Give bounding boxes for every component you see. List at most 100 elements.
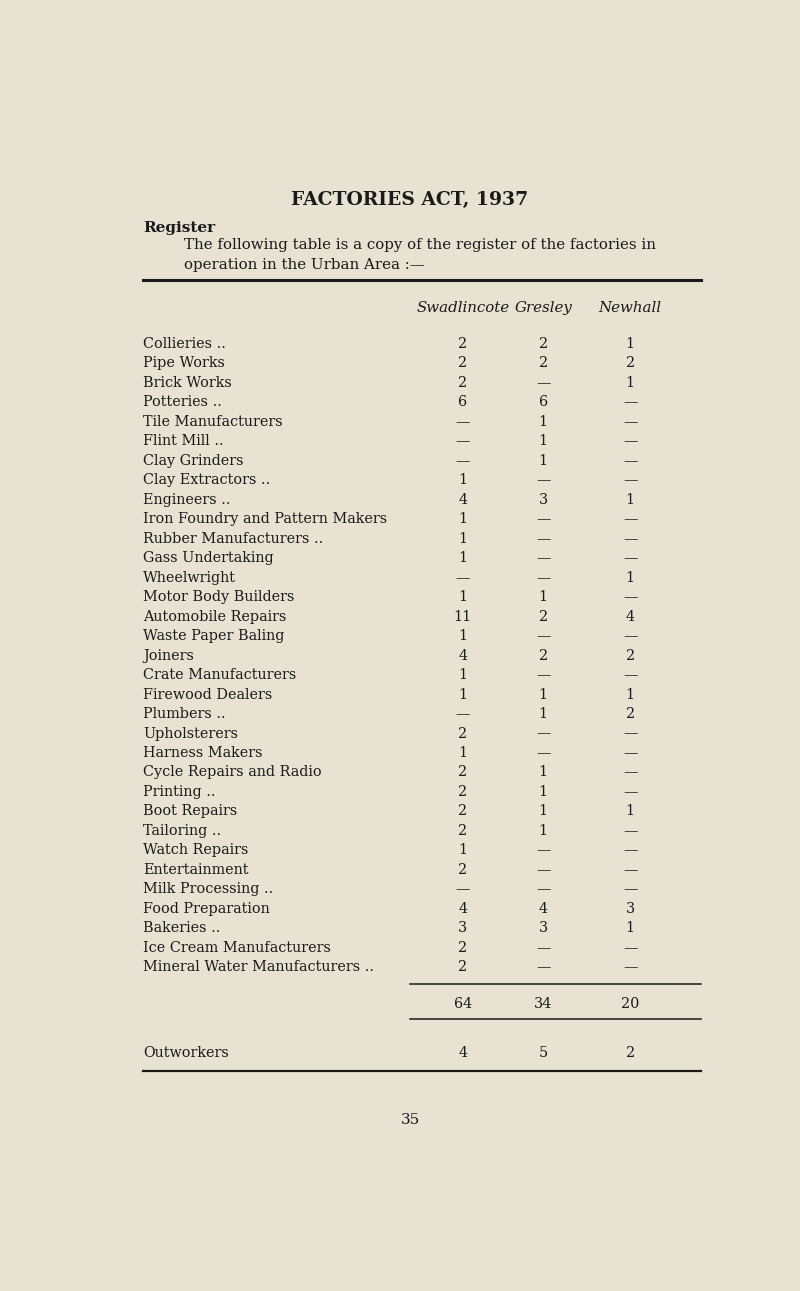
Text: 11: 11 <box>454 609 472 624</box>
Text: Clay Extractors ..: Clay Extractors .. <box>143 474 270 487</box>
Text: 1: 1 <box>458 843 467 857</box>
Text: 4: 4 <box>538 902 548 915</box>
Text: Plumbers ..: Plumbers .. <box>143 707 226 722</box>
Text: Collieries ..: Collieries .. <box>143 337 226 351</box>
Text: —: — <box>536 474 550 487</box>
Text: 1: 1 <box>626 493 634 506</box>
Text: Motor Body Builders: Motor Body Builders <box>143 590 294 604</box>
Text: —: — <box>455 882 470 896</box>
Text: 2: 2 <box>458 804 467 818</box>
Text: Tailoring ..: Tailoring .. <box>143 824 222 838</box>
Text: Cycle Repairs and Radio: Cycle Repairs and Radio <box>143 766 322 780</box>
Text: Register: Register <box>143 221 215 235</box>
Text: 1: 1 <box>626 337 634 351</box>
Text: 1: 1 <box>626 571 634 585</box>
Text: —: — <box>536 862 550 877</box>
Text: —: — <box>536 513 550 527</box>
Text: Engineers ..: Engineers .. <box>143 493 231 506</box>
Text: Entertainment: Entertainment <box>143 862 249 877</box>
Text: —: — <box>536 843 550 857</box>
Text: Upholsterers: Upholsterers <box>143 727 238 741</box>
Text: —: — <box>536 727 550 741</box>
Text: —: — <box>623 824 638 838</box>
Text: Clay Grinders: Clay Grinders <box>143 453 244 467</box>
Text: Harness Makers: Harness Makers <box>143 746 263 760</box>
Text: 1: 1 <box>538 766 548 780</box>
Text: 2: 2 <box>538 609 548 624</box>
Text: 2: 2 <box>458 941 467 955</box>
Text: 1: 1 <box>458 688 467 701</box>
Text: —: — <box>536 961 550 975</box>
Text: 1: 1 <box>538 590 548 604</box>
Text: Wheelwright: Wheelwright <box>143 571 237 585</box>
Text: 2: 2 <box>538 356 548 371</box>
Text: Swadlincote: Swadlincote <box>416 301 510 315</box>
Text: Automobile Repairs: Automobile Repairs <box>143 609 286 624</box>
Text: —: — <box>623 474 638 487</box>
Text: —: — <box>623 590 638 604</box>
Text: —: — <box>455 414 470 429</box>
Text: —: — <box>623 882 638 896</box>
Text: Joiners: Joiners <box>143 648 194 662</box>
Text: Ice Cream Manufacturers: Ice Cream Manufacturers <box>143 941 331 955</box>
Text: 1: 1 <box>538 785 548 799</box>
Text: —: — <box>536 941 550 955</box>
Text: 1: 1 <box>458 513 467 527</box>
Text: —: — <box>623 667 638 682</box>
Text: 1: 1 <box>538 434 548 448</box>
Text: —: — <box>455 434 470 448</box>
Text: 1: 1 <box>538 824 548 838</box>
Text: 2: 2 <box>458 356 467 371</box>
Text: Gass Undertaking: Gass Undertaking <box>143 551 274 565</box>
Text: Printing ..: Printing .. <box>143 785 216 799</box>
Text: Watch Repairs: Watch Repairs <box>143 843 249 857</box>
Text: —: — <box>623 551 638 565</box>
Text: Food Preparation: Food Preparation <box>143 902 270 915</box>
Text: —: — <box>623 941 638 955</box>
Text: —: — <box>623 395 638 409</box>
Text: —: — <box>455 571 470 585</box>
Text: 1: 1 <box>458 551 467 565</box>
Text: 3: 3 <box>538 493 548 506</box>
Text: 34: 34 <box>534 997 553 1011</box>
Text: 5: 5 <box>538 1047 548 1060</box>
Text: 2: 2 <box>626 648 634 662</box>
Text: —: — <box>536 571 550 585</box>
Text: 1: 1 <box>458 590 467 604</box>
Text: Iron Foundry and Pattern Makers: Iron Foundry and Pattern Makers <box>143 513 387 527</box>
Text: —: — <box>623 414 638 429</box>
Text: 2: 2 <box>458 727 467 741</box>
Text: 2: 2 <box>538 648 548 662</box>
Text: 1: 1 <box>538 414 548 429</box>
Text: Flint Mill ..: Flint Mill .. <box>143 434 224 448</box>
Text: 1: 1 <box>626 376 634 390</box>
Text: 4: 4 <box>458 648 467 662</box>
Text: 1: 1 <box>626 688 634 701</box>
Text: 3: 3 <box>538 922 548 936</box>
Text: 1: 1 <box>626 804 634 818</box>
Text: Tile Manufacturers: Tile Manufacturers <box>143 414 283 429</box>
Text: Pipe Works: Pipe Works <box>143 356 226 371</box>
Text: 2: 2 <box>458 766 467 780</box>
Text: —: — <box>536 376 550 390</box>
Text: —: — <box>623 727 638 741</box>
Text: —: — <box>623 629 638 643</box>
Text: 2: 2 <box>626 707 634 722</box>
Text: Crate Manufacturers: Crate Manufacturers <box>143 667 297 682</box>
Text: 1: 1 <box>626 922 634 936</box>
Text: 6: 6 <box>538 395 548 409</box>
Text: 1: 1 <box>538 707 548 722</box>
Text: Outworkers: Outworkers <box>143 1047 229 1060</box>
Text: Rubber Manufacturers ..: Rubber Manufacturers .. <box>143 532 324 546</box>
Text: —: — <box>623 453 638 467</box>
Text: —: — <box>623 434 638 448</box>
Text: 20: 20 <box>621 997 639 1011</box>
Text: 1: 1 <box>538 804 548 818</box>
Text: 2: 2 <box>538 337 548 351</box>
Text: FACTORIES ACT, 1937: FACTORIES ACT, 1937 <box>291 191 529 209</box>
Text: 2: 2 <box>458 785 467 799</box>
Text: —: — <box>623 843 638 857</box>
Text: 1: 1 <box>458 474 467 487</box>
Text: —: — <box>623 513 638 527</box>
Text: Bakeries ..: Bakeries .. <box>143 922 221 936</box>
